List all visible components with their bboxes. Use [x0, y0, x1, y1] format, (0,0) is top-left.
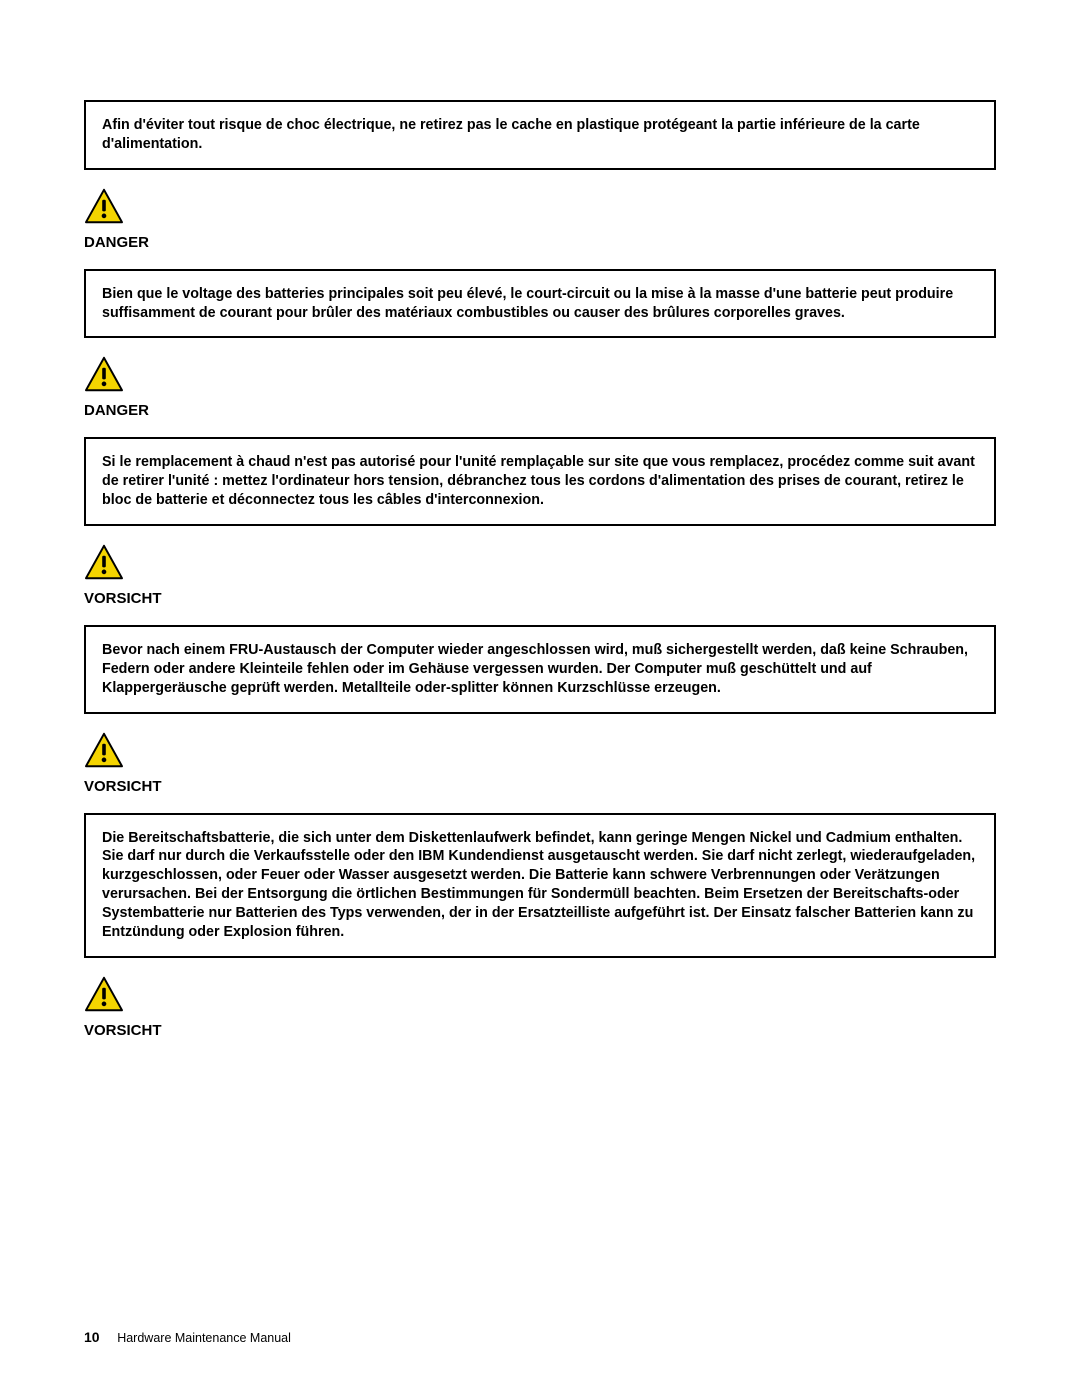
warning-text: Bien que le voltage des batteries princi…	[102, 285, 978, 323]
page-number: 10	[84, 1329, 100, 1345]
warning-box: Si le remplacement à chaud n'est pas aut…	[84, 437, 996, 526]
document-page: Afin d'éviter tout risque de choc électr…	[0, 0, 1080, 1397]
warning-text: Bevor nach einem FRU-Austausch der Compu…	[102, 641, 978, 698]
warning-text: Afin d'éviter tout risque de choc électr…	[102, 116, 978, 154]
vorsicht-label: VORSICHT	[84, 590, 996, 607]
warning-icon-wrap	[84, 544, 996, 580]
warning-triangle-icon	[84, 544, 124, 580]
manual-title: Hardware Maintenance Manual	[117, 1331, 291, 1345]
warning-icon-wrap	[84, 732, 996, 768]
warning-text: Die Bereitschaftsbatterie, die sich unte…	[102, 829, 978, 942]
warning-icon-wrap	[84, 356, 996, 392]
warning-box: Bien que le voltage des batteries princi…	[84, 269, 996, 339]
danger-label: DANGER	[84, 402, 996, 419]
danger-label: DANGER	[84, 234, 996, 251]
page-footer: 10 Hardware Maintenance Manual	[84, 1329, 291, 1345]
warning-box: Bevor nach einem FRU-Austausch der Compu…	[84, 625, 996, 714]
vorsicht-label: VORSICHT	[84, 1022, 996, 1039]
warning-icon-wrap	[84, 976, 996, 1012]
warning-text: Si le remplacement à chaud n'est pas aut…	[102, 453, 978, 510]
warning-triangle-icon	[84, 188, 124, 224]
warning-triangle-icon	[84, 356, 124, 392]
warning-triangle-icon	[84, 976, 124, 1012]
warning-box: Die Bereitschaftsbatterie, die sich unte…	[84, 813, 996, 958]
warning-box: Afin d'éviter tout risque de choc électr…	[84, 100, 996, 170]
warning-triangle-icon	[84, 732, 124, 768]
vorsicht-label: VORSICHT	[84, 778, 996, 795]
warning-icon-wrap	[84, 188, 996, 224]
